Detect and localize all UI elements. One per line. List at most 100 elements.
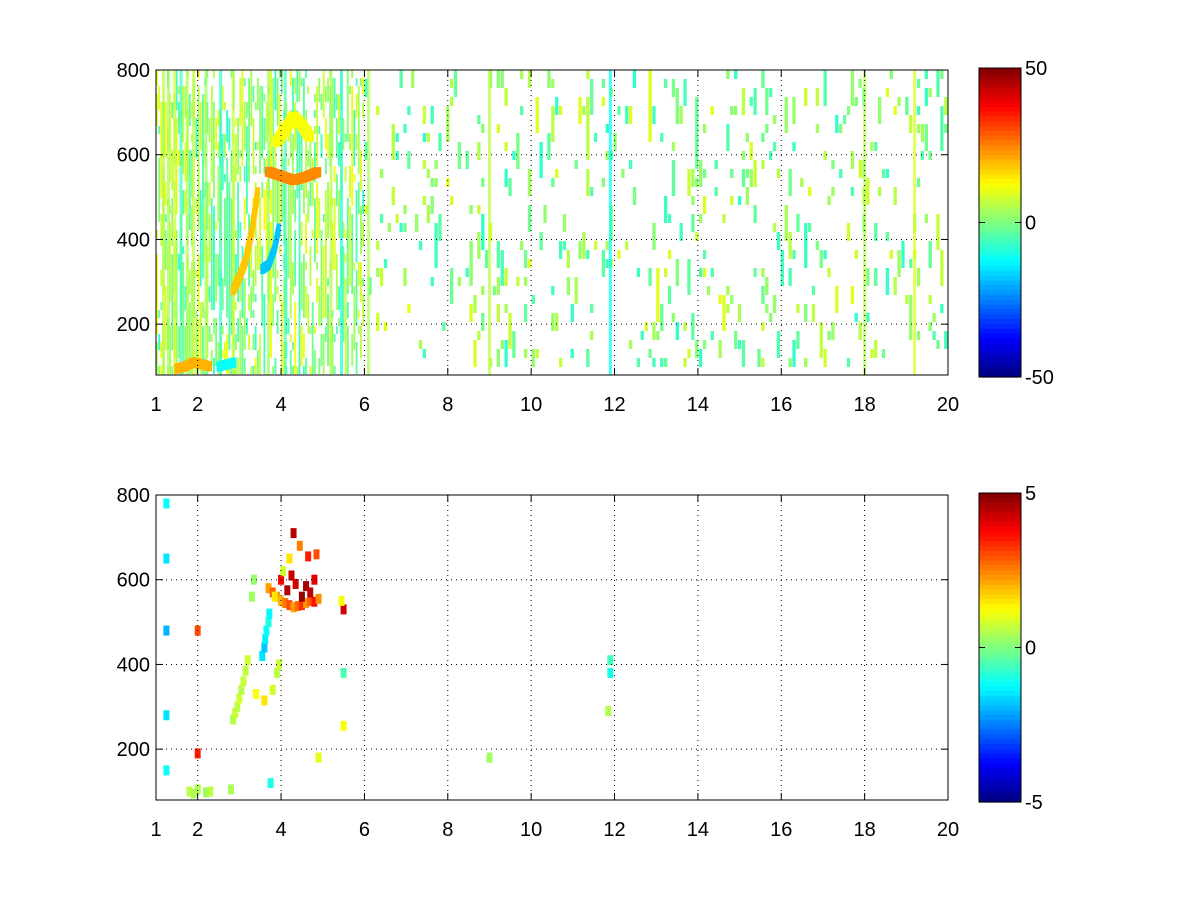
top-heatmap-cell [158,206,161,214]
top-heatmap-cell [936,241,940,250]
top-heatmap-cell [213,174,215,182]
top-heatmap-cell [226,214,229,222]
top-heatmap-streak [913,70,917,375]
top-heatmap-cell [648,115,652,124]
top-heatmap-cell [224,262,226,270]
top-heatmap-cell [254,270,257,278]
top-heatmap-cell [309,246,312,254]
top-heatmap-cell [294,278,297,286]
top-heatmap-cell [270,102,272,110]
top-heatmap-cell [346,118,349,126]
top-heatmap-cell [769,313,773,322]
top-heatmap-cell [335,134,338,142]
top-x-tick-label: 18 [854,394,876,416]
top-colorbar-band [979,285,1021,291]
bottom-heatmap-point [288,570,295,581]
top-heatmap-cell [228,142,231,150]
top-heatmap-cell [270,270,272,278]
top-heatmap-cell [586,169,590,178]
top-heatmap-cell [239,334,242,342]
top-heatmap-cell [558,241,563,250]
top-heatmap-cell [224,270,226,278]
top-heatmap-cell [259,334,261,342]
top-heatmap-cell [344,286,347,294]
top-heatmap-cell [252,310,255,318]
top-heatmap-cell [278,110,281,118]
top-heatmap-cell [351,110,354,118]
top-heatmap-cell [171,286,174,294]
top-heatmap-cell [243,102,246,110]
top-heatmap-cell [292,158,294,166]
top-heatmap-cell [292,198,294,206]
top-heatmap-cell [679,106,683,115]
top-heatmap-cell [197,214,200,222]
top-heatmap-cell [477,241,481,250]
top-heatmap-cell [333,102,336,110]
top-heatmap-cell [885,286,890,295]
top-heatmap-cell [234,134,237,142]
top-heatmap-cell [307,86,310,94]
top-heatmap-cell [593,241,598,250]
top-heatmap-cell [208,126,211,134]
top-heatmap-cell [313,142,316,150]
top-heatmap-cell [259,110,261,118]
top-heatmap-cell [699,349,703,358]
top-heatmap-cell [197,302,200,310]
top-heatmap-cell [169,174,172,182]
bottom-heatmap-point [238,684,245,695]
top-heatmap-cell [772,295,777,304]
bottom-x-tick-label: 6 [359,819,370,841]
top-heatmap-cell [160,222,163,230]
top-heatmap-cell [346,358,349,366]
top-heatmap-cell [850,295,855,304]
top-heatmap-cell [928,259,932,268]
bottom-heatmap-point [315,752,322,763]
top-heatmap-cell [274,214,277,222]
top-heatmap-cell [215,254,218,262]
top-heatmap-cell [815,97,820,106]
top-heatmap-cell [355,310,358,318]
top-heatmap-cell [261,86,264,94]
top-heatmap-cell [197,222,200,230]
top-heatmap-cell [357,142,360,150]
top-colorbar-band [979,116,1021,122]
top-heatmap-cell [239,318,242,326]
top-heatmap-cell [796,214,800,223]
top-heatmap-cell [270,78,272,86]
top-colorbar-band [979,77,1021,84]
top-heatmap-cell [300,294,303,302]
top-heatmap-cell [292,94,294,102]
top-heatmap-cell [889,70,893,79]
top-heatmap-cell [338,190,340,198]
top-heatmap-cell [500,340,504,349]
top-heatmap-cell [298,190,301,198]
top-heatmap-cell [675,322,679,331]
top-heatmap-cell [175,326,178,334]
top-heatmap-cell [383,259,388,268]
top-heatmap-cell [254,142,257,150]
top-heatmap-cell [660,322,664,331]
top-heatmap-cell [281,206,283,214]
top-heatmap-cell [438,142,442,151]
bottom-heatmap-point [313,549,320,560]
top-heatmap-cell [296,150,299,158]
top-heatmap-cell [156,102,158,110]
top-heatmap-cell [699,268,703,277]
top-heatmap-cell [309,270,312,278]
top-heatmap-cell [353,262,356,270]
top-heatmap-cell [590,106,594,115]
top-heatmap-cell [228,238,231,246]
top-heatmap-cell [228,206,231,214]
top-x-tick-label: 10 [520,394,542,416]
top-heatmap-cell [362,102,365,110]
top-heatmap-cell [360,214,362,222]
top-heatmap-cell [362,278,365,286]
top-heatmap-cell [788,187,792,196]
top-heatmap-cell [182,334,185,342]
top-heatmap-cell [866,268,870,277]
top-heatmap-cell [298,294,301,302]
top-heatmap-cell [184,286,187,294]
top-heatmap-cell [171,158,174,166]
top-heatmap-cell [601,79,606,88]
top-heatmap-cell [307,214,310,222]
